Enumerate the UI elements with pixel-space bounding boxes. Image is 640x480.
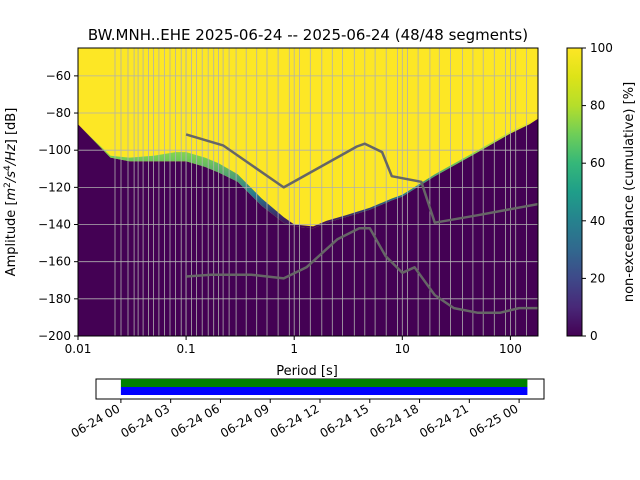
timeline-tick-label: 06-24 00 xyxy=(69,401,123,440)
y-axis-label: Amplitude [m2/s4/Hz] [dB] xyxy=(3,108,19,277)
y-tick-label: −160 xyxy=(38,255,71,269)
plot-area xyxy=(78,48,538,336)
timeline-coverage-bar xyxy=(120,387,528,395)
timeline-coverage-bar xyxy=(120,379,528,387)
y-tick-label: −120 xyxy=(38,180,71,194)
colorbar-ticks: 0 20 40 60 80 100 xyxy=(582,41,613,343)
colorbar-tick-label: 0 xyxy=(590,329,598,343)
colorbar-gradient xyxy=(566,47,583,337)
colorbar-tick-label: 100 xyxy=(590,41,613,55)
timeline-tick-label: 06-24 18 xyxy=(367,401,421,440)
y-tick-label: −80 xyxy=(46,106,71,120)
y-tick-label: −60 xyxy=(46,69,71,83)
timeline-tick-label: 06-24 03 xyxy=(118,401,172,440)
y-tick-label: −180 xyxy=(38,292,71,306)
colorbar-tick-label: 40 xyxy=(590,214,605,228)
x-axis-label: Period [s] xyxy=(276,364,338,379)
x-tick-label: 0.1 xyxy=(177,342,196,356)
y-tick-label: −200 xyxy=(38,329,71,343)
timeline-bars xyxy=(120,379,528,395)
timeline-tick-label: 06-24 06 xyxy=(168,401,222,440)
x-tick-label: 1 xyxy=(290,342,298,356)
colorbar: 0 20 40 60 80 100 non-exceedance (cumulative)… xyxy=(566,41,637,343)
colorbar-tick-label: 60 xyxy=(590,156,605,170)
colorbar-label: non-exceedance (cumulative) [%] xyxy=(622,82,637,302)
timeline-tick-label: 06-24 12 xyxy=(268,401,322,440)
x-tick-label: 100 xyxy=(499,342,522,356)
y-tick-label: −140 xyxy=(38,218,71,232)
x-tick-label: 0.01 xyxy=(65,342,92,356)
chart-title: BW.MNH..EHE 2025-06-24 -- 2025-06-24 (48… xyxy=(88,26,528,44)
noise-model-nlnm xyxy=(186,226,538,315)
plot-frame xyxy=(77,47,539,337)
y-tick-label: −100 xyxy=(38,143,71,157)
grid-lines xyxy=(78,48,538,336)
noise-models xyxy=(185,133,538,315)
noise-model-nhnm xyxy=(185,133,538,224)
timeline-tick-label: 06-24 15 xyxy=(318,401,372,440)
x-tick-label: 10 xyxy=(395,342,410,356)
timeline-tick-label: 06-24 09 xyxy=(218,401,272,440)
x-axis: 0.01 0.1 1 10 100 xyxy=(65,336,522,356)
colorbar-tick-label: 80 xyxy=(590,99,605,113)
colorbar-tick-label: 20 xyxy=(590,271,605,285)
y-axis: −60 −80 −100 −120 −140 −160 −180 −200 xyxy=(38,69,78,343)
timeline-tick-label: 06-24 21 xyxy=(417,401,471,440)
timeline-tick-label: 06-25 00 xyxy=(467,401,521,440)
